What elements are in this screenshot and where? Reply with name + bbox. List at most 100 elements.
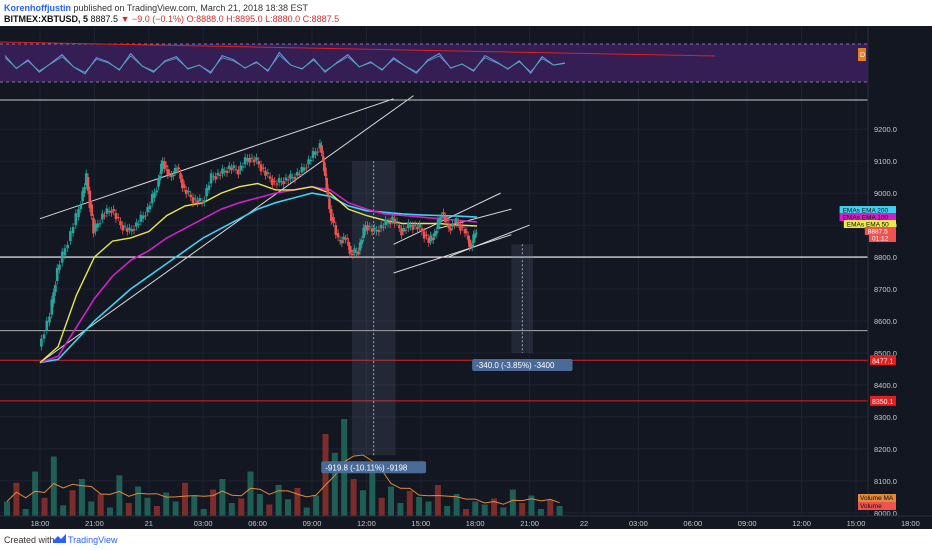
candle-body [284, 177, 288, 181]
candle-body [71, 227, 75, 234]
volume-bar [172, 501, 179, 524]
candle-body [459, 224, 462, 231]
candle-body [334, 225, 338, 235]
candle-body [447, 224, 451, 229]
y-tick-label: 8400.0 [874, 381, 897, 390]
candle-body [250, 157, 254, 159]
candle-body [239, 165, 242, 171]
candle-body [322, 156, 325, 162]
candle-body [223, 170, 227, 173]
candle-body [377, 229, 381, 233]
x-tick-label: 21 [145, 519, 153, 528]
chart-canvas[interactable]: 80.000040.00000.0000D8477.18350.1-919.8 … [0, 26, 932, 529]
candle-body [388, 221, 392, 225]
candle-body [121, 225, 125, 231]
candle-body [144, 215, 147, 217]
x-tick-label: 09:00 [738, 519, 757, 528]
candle-body [370, 228, 374, 232]
volume-bar [135, 486, 142, 524]
candle-body [227, 165, 231, 170]
level-price-label: 8350.1 [872, 399, 894, 406]
tradingview-brand[interactable]: TradingView [68, 535, 118, 545]
candle-body [137, 223, 140, 225]
candle-body [384, 219, 387, 226]
rsi-line [4, 51, 566, 75]
change-arrow-icon: ▼ [120, 14, 130, 24]
volume-bar [182, 482, 188, 525]
candle-body [275, 183, 279, 185]
candle-body [318, 143, 322, 149]
candle-body [155, 190, 159, 193]
volume-bar [50, 456, 57, 524]
candle-body [69, 231, 72, 242]
candle-body [266, 172, 270, 174]
candle-body [353, 248, 356, 254]
chart-background [0, 26, 932, 529]
volume-bar [331, 452, 338, 525]
right-label-bg [839, 213, 896, 222]
candle-body [307, 159, 310, 165]
candle-body [42, 334, 46, 339]
candle-body [264, 170, 267, 176]
candle-body [189, 194, 193, 198]
candle-body [391, 216, 394, 221]
candle-body [400, 228, 403, 236]
volume-bar [472, 501, 479, 524]
candle-body [431, 237, 435, 241]
x-tick-label: 22 [580, 519, 588, 528]
candle-body [355, 251, 358, 253]
volume-bar [13, 482, 20, 525]
candle-body [214, 176, 217, 180]
candle-body [209, 173, 213, 184]
candle-body [237, 169, 240, 175]
volume-bar [116, 475, 123, 525]
candle-body [246, 157, 249, 162]
right-label-bg [839, 206, 896, 215]
level-price-tag [870, 355, 896, 366]
volume-bar [397, 503, 404, 524]
created-with-text: Created with [4, 535, 55, 545]
volume-bar [191, 495, 198, 524]
volume-bar [41, 497, 48, 525]
candle-body [472, 234, 475, 243]
candle-body [90, 204, 93, 216]
candle-body [225, 170, 229, 173]
candle-body [386, 221, 390, 224]
candle-body [114, 213, 118, 220]
volume-bar [453, 494, 460, 524]
volume-bar [238, 498, 245, 524]
candle-body [83, 187, 86, 194]
price-chart[interactable]: 80.000040.00000.0000D8477.18350.1-919.8 … [0, 26, 932, 529]
candle-body [77, 209, 80, 218]
right-label: 8887.5 [868, 229, 888, 236]
volume-bar [434, 485, 441, 524]
candle-body [196, 200, 199, 204]
candle-body [362, 227, 365, 238]
candle-body [52, 292, 55, 304]
candle-body [166, 169, 170, 176]
volume-bar [444, 506, 451, 524]
x-tick-label: 21:00 [520, 519, 539, 528]
author-link[interactable]: Korenhoffjustin [4, 3, 71, 13]
right-label-bg [843, 220, 896, 229]
candle-body [436, 219, 440, 230]
volume-legend-bg [858, 502, 896, 510]
candle-body [430, 237, 434, 240]
candle-body [453, 225, 456, 227]
x-tick-label: 03:00 [194, 519, 213, 528]
volume-bar [378, 497, 385, 525]
candle-body [305, 167, 308, 169]
candle-body [332, 217, 335, 224]
volume-bar [60, 505, 67, 525]
candle-body [162, 161, 166, 169]
y-tick-label: 8300.0 [874, 413, 897, 422]
volume-bar [556, 506, 563, 524]
right-label-bg [864, 227, 896, 236]
volume-bar [4, 501, 10, 524]
candle-body [50, 299, 54, 315]
measure-label: -340.0 (-3.85%) -3400 [476, 361, 555, 370]
candle-body [429, 235, 432, 242]
candle-body [103, 215, 106, 217]
y-tick-label: 9000.0 [874, 189, 897, 198]
y-tick-label: 9200.0 [874, 125, 897, 134]
